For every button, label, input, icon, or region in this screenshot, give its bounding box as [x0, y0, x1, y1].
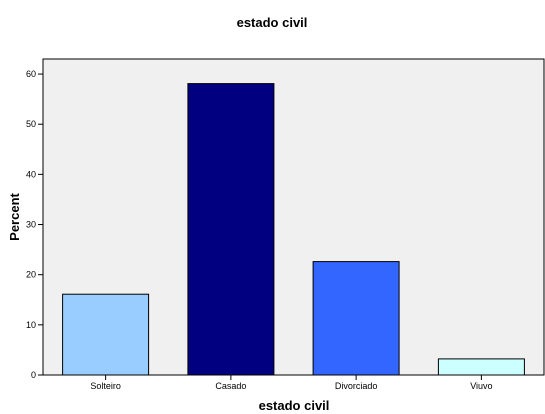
x-tick-label-solteiro: Solteiro: [90, 381, 121, 391]
bar-casado: [188, 84, 274, 375]
y-tick-label: 60: [26, 69, 36, 79]
x-tick-label-viuvo: Viuvo: [470, 381, 492, 391]
bar-solteiro: [63, 294, 149, 375]
bar-divorciado: [313, 262, 399, 375]
bar-viuvo: [438, 359, 524, 375]
x-tick-label-divorciado: Divorciado: [335, 381, 378, 391]
x-tick-label-casado: Casado: [215, 381, 246, 391]
y-axis: 0 10 20 30 40 50 60: [26, 59, 43, 380]
x-axis-label: estado civil: [259, 398, 330, 413]
y-tick-label: 0: [31, 370, 36, 380]
y-axis-label: Percent: [7, 192, 22, 240]
y-tick-label: 40: [26, 169, 36, 179]
y-tick-label: 10: [26, 320, 36, 330]
y-tick-label: 20: [26, 270, 36, 280]
y-tick-label: 30: [26, 220, 36, 230]
chart-title: estado civil: [237, 15, 308, 30]
x-axis: Solteiro Casado Divorciado Viuvo: [43, 375, 544, 391]
y-tick-label: 50: [26, 119, 36, 129]
